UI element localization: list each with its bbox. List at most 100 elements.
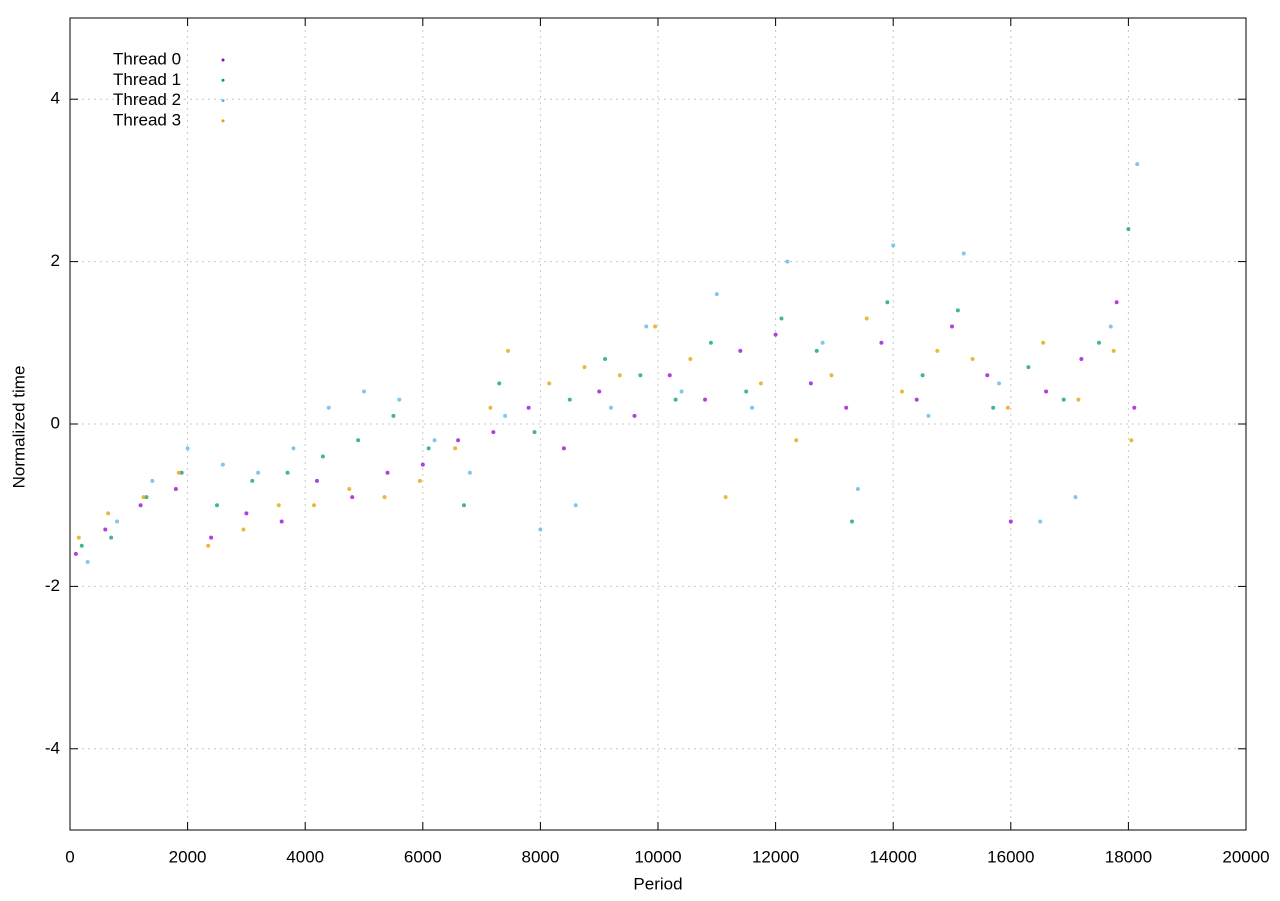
- point: [420, 462, 425, 467]
- point: [970, 357, 975, 362]
- point: [220, 462, 225, 467]
- point: [955, 308, 960, 313]
- point: [362, 389, 366, 394]
- point: [144, 495, 149, 500]
- y-axis-label: Normalized time: [9, 366, 28, 489]
- point: [1114, 300, 1119, 305]
- point: [900, 389, 905, 394]
- point: [115, 519, 120, 524]
- point: [794, 438, 799, 443]
- legend-label: Thread 0: [113, 49, 181, 68]
- point: [714, 292, 719, 297]
- point: [206, 543, 211, 548]
- point: [653, 324, 658, 329]
- series: [73, 300, 1137, 556]
- point: [506, 348, 511, 353]
- point: [673, 397, 678, 402]
- point: [1005, 405, 1010, 410]
- point: [385, 470, 390, 475]
- x-axis-label: Period: [633, 874, 682, 893]
- point: [1061, 397, 1066, 402]
- x-tick-label: 2000: [169, 847, 207, 866]
- point: [632, 413, 637, 418]
- point: [561, 446, 566, 451]
- point: [820, 340, 825, 345]
- point: [1073, 495, 1078, 500]
- point: [1038, 519, 1043, 524]
- legend-marker: [221, 78, 225, 82]
- point: [488, 405, 493, 410]
- point: [350, 495, 355, 500]
- point: [1126, 227, 1131, 232]
- y-tick-label: 2: [51, 251, 60, 270]
- point: [497, 381, 502, 386]
- point: [432, 438, 437, 443]
- x-tick-label: 18000: [1105, 847, 1152, 866]
- point: [1108, 324, 1113, 329]
- point: [382, 495, 387, 500]
- point: [758, 381, 763, 386]
- series: [85, 162, 1140, 565]
- point: [141, 495, 146, 500]
- point: [723, 495, 728, 500]
- point: [503, 413, 508, 418]
- point: [950, 324, 954, 329]
- legend-marker: [221, 58, 225, 62]
- point: [526, 405, 531, 410]
- series: [76, 316, 1134, 548]
- point: [426, 446, 431, 451]
- point: [985, 373, 990, 378]
- point: [850, 519, 855, 524]
- legend-label: Thread 2: [113, 90, 181, 109]
- y-tick-label: 4: [51, 89, 60, 108]
- point: [879, 340, 884, 345]
- legend-label: Thread 3: [113, 110, 181, 129]
- point: [935, 348, 940, 353]
- point: [461, 503, 466, 508]
- point: [855, 486, 860, 491]
- point: [744, 389, 749, 394]
- point: [1097, 340, 1101, 345]
- y-tick-label: 0: [51, 413, 60, 432]
- point: [679, 389, 684, 394]
- point: [1041, 340, 1046, 345]
- point: [291, 446, 296, 451]
- point: [209, 535, 214, 540]
- point: [1129, 438, 1134, 443]
- point: [708, 340, 713, 345]
- point: [397, 397, 402, 402]
- point: [914, 397, 919, 402]
- point: [314, 478, 319, 483]
- point: [703, 397, 708, 402]
- point: [750, 405, 755, 410]
- point: [532, 430, 537, 435]
- point: [638, 373, 643, 378]
- point: [76, 535, 81, 540]
- point: [567, 397, 572, 402]
- point: [176, 470, 181, 475]
- point: [667, 373, 672, 378]
- point: [603, 357, 608, 362]
- point: [276, 503, 281, 508]
- point: [1135, 162, 1140, 167]
- legend-marker: [221, 119, 225, 123]
- point: [547, 381, 552, 386]
- point: [326, 405, 331, 410]
- point: [885, 300, 890, 305]
- point: [173, 486, 178, 491]
- point: [597, 389, 602, 394]
- point: [773, 332, 778, 337]
- y-tick-label: -4: [45, 738, 60, 757]
- point: [241, 527, 246, 532]
- x-tick-label: 20000: [1222, 847, 1269, 866]
- point: [1132, 405, 1137, 410]
- point: [1044, 389, 1049, 394]
- point: [417, 478, 422, 483]
- point: [138, 503, 143, 508]
- point: [779, 316, 784, 321]
- point: [185, 446, 190, 451]
- point: [391, 413, 396, 418]
- x-tick-label: 10000: [634, 847, 681, 866]
- point: [312, 503, 317, 508]
- x-tick-label: 12000: [752, 847, 799, 866]
